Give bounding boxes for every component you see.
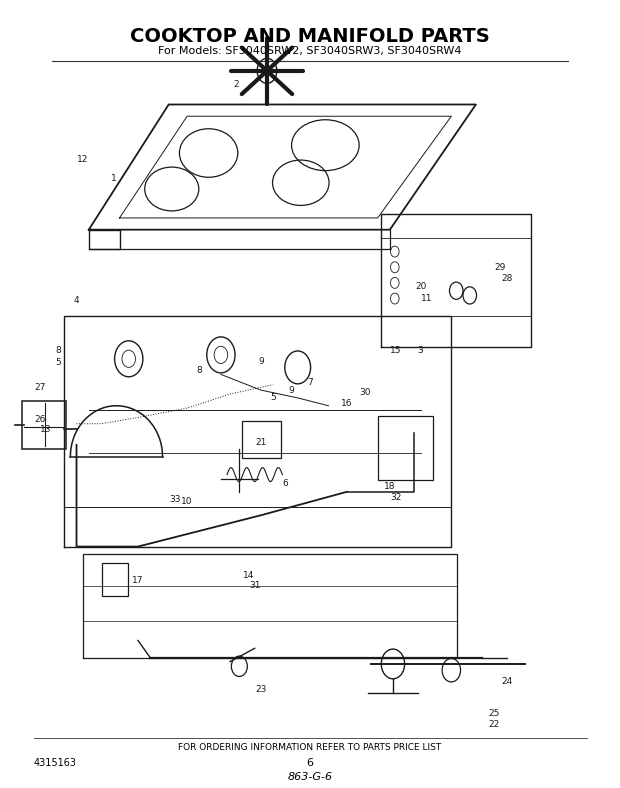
- Text: 4: 4: [74, 296, 79, 305]
- Text: 30: 30: [360, 388, 371, 397]
- Text: 5: 5: [270, 393, 276, 403]
- Text: 7: 7: [307, 377, 313, 387]
- Text: 25: 25: [489, 708, 500, 718]
- Bar: [102, 563, 128, 596]
- Text: 8: 8: [197, 366, 202, 375]
- Text: 5: 5: [55, 359, 61, 367]
- Text: 21: 21: [255, 438, 267, 447]
- Text: 863-G-6: 863-G-6: [288, 772, 332, 782]
- Text: 3: 3: [418, 347, 423, 355]
- Text: 11: 11: [421, 294, 433, 303]
- Text: 4315163: 4315163: [33, 758, 76, 768]
- Text: 2: 2: [234, 80, 239, 89]
- Text: 27: 27: [34, 383, 45, 392]
- Text: 16: 16: [341, 399, 353, 408]
- Text: 20: 20: [415, 281, 427, 291]
- Text: 28: 28: [501, 273, 512, 283]
- Text: 23: 23: [255, 686, 267, 694]
- Text: 14: 14: [243, 571, 254, 580]
- Text: 9: 9: [289, 385, 294, 395]
- Text: 1: 1: [110, 174, 117, 184]
- Text: 6: 6: [283, 479, 288, 489]
- Text: 32: 32: [391, 492, 402, 502]
- Text: 8: 8: [55, 347, 61, 355]
- Text: 33: 33: [169, 495, 180, 504]
- Bar: [242, 422, 280, 458]
- Text: 31: 31: [249, 582, 260, 590]
- Text: 24: 24: [501, 678, 512, 686]
- Text: 13: 13: [40, 425, 51, 433]
- Text: 12: 12: [77, 154, 88, 164]
- Text: 18: 18: [384, 481, 396, 491]
- Text: 6: 6: [306, 758, 314, 768]
- Text: FOR ORDERING INFORMATION REFER TO PARTS PRICE LIST: FOR ORDERING INFORMATION REFER TO PARTS …: [179, 743, 441, 753]
- Text: 10: 10: [182, 497, 193, 507]
- Text: 15: 15: [390, 347, 402, 355]
- Text: 17: 17: [132, 576, 144, 585]
- Text: 22: 22: [489, 719, 500, 729]
- Text: 9: 9: [258, 357, 264, 366]
- Text: 29: 29: [495, 262, 506, 272]
- Text: For Models: SF3040SRW2, SF3040SRW3, SF3040SRW4: For Models: SF3040SRW2, SF3040SRW3, SF30…: [158, 46, 462, 56]
- Text: COOKTOP AND MANIFOLD PARTS: COOKTOP AND MANIFOLD PARTS: [130, 27, 490, 46]
- FancyBboxPatch shape: [22, 401, 66, 449]
- Text: 26: 26: [34, 414, 45, 423]
- Bar: [378, 416, 433, 480]
